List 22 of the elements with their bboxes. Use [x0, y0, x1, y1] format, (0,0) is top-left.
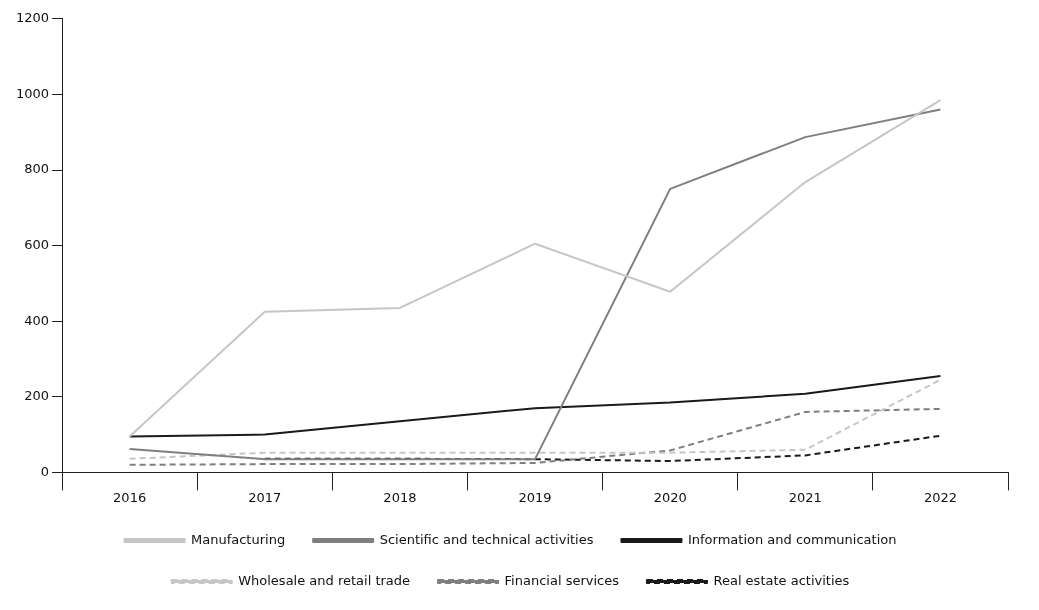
x-tick-label: 2020: [653, 489, 687, 505]
legend-label: Scientific and technical activities: [379, 531, 594, 547]
x-tick-label: 2017: [248, 489, 282, 505]
y-tick-label: 0: [40, 463, 50, 479]
legend-label: Real estate activities: [713, 572, 850, 588]
x-tick-label: 2016: [113, 489, 147, 505]
line-series: [128, 378, 942, 460]
legend-label: Manufacturing: [191, 531, 286, 547]
legend-label: Wholesale and retail trade: [238, 572, 411, 588]
x-tick-label: 2019: [518, 489, 552, 505]
legend-label: Information and communication: [687, 531, 897, 547]
x-tick-label: 2018: [383, 489, 417, 505]
line-series: [128, 407, 942, 466]
y-tick-label: 200: [24, 388, 50, 404]
y-tick-label: 800: [24, 161, 50, 177]
legend-label: Financial services: [504, 572, 620, 588]
x-tick-label: 2021: [788, 489, 822, 505]
y-tick-label: 600: [24, 236, 50, 252]
y-tick-label: 1200: [15, 10, 50, 26]
y-tick-label: 1000: [15, 85, 50, 101]
y-tick-label: 400: [24, 312, 50, 328]
x-tick-label: 2022: [923, 489, 957, 505]
